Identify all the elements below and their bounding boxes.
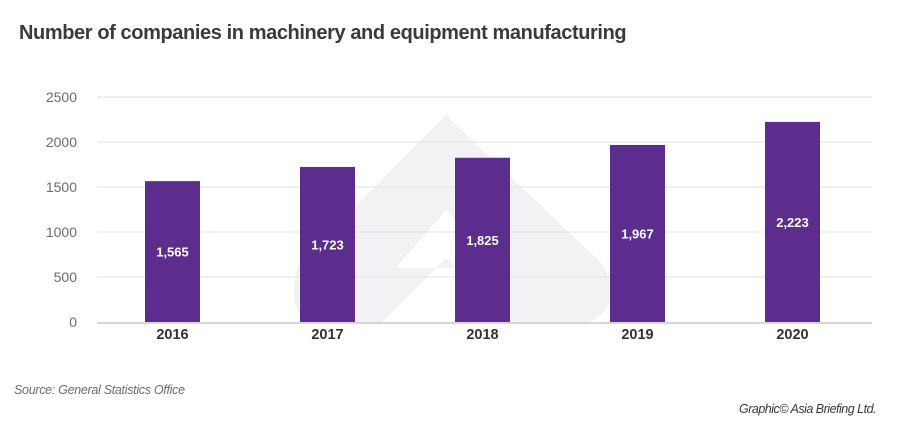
x-tick-label: 2017 <box>311 327 343 343</box>
x-tick-label: 2020 <box>776 327 808 343</box>
y-tick-label: 500 <box>54 269 78 285</box>
data-label: 1,723 <box>311 237 344 252</box>
data-labels: 1,565 1,723 1,825 1,967 2,223 <box>156 215 809 260</box>
chart-title: Number of companies in machinery and equ… <box>19 22 627 44</box>
bar-2017 <box>300 166 355 322</box>
y-tick-label: 1500 <box>46 179 77 195</box>
x-tick-label: 2019 <box>621 327 653 343</box>
bar-2019 <box>610 144 665 322</box>
y-axis-ticks: 0 500 1000 1500 2000 2500 <box>46 89 77 330</box>
y-tick-label: 0 <box>69 314 77 330</box>
data-label: 1,825 <box>466 233 499 248</box>
graphic-credit: Graphic© Asia Briefing Ltd. <box>739 402 876 416</box>
bar-2020 <box>765 121 820 323</box>
data-label: 1,967 <box>621 226 654 241</box>
data-label: 1,565 <box>156 245 189 260</box>
data-label: 2,223 <box>776 215 809 230</box>
bar-2016 <box>145 181 200 322</box>
y-tick-label: 1000 <box>46 224 77 240</box>
bar-2018 <box>455 157 510 322</box>
x-tick-label: 2016 <box>156 327 188 343</box>
watermark-logo <box>293 115 612 322</box>
source-note: Source: General Statistics Office <box>14 383 185 397</box>
bars <box>145 121 820 323</box>
x-axis-ticks: 2016 2017 2018 2019 2020 <box>156 327 808 343</box>
y-tick-label: 2000 <box>46 134 77 150</box>
x-tick-label: 2018 <box>466 327 498 343</box>
y-tick-label: 2500 <box>46 89 77 105</box>
